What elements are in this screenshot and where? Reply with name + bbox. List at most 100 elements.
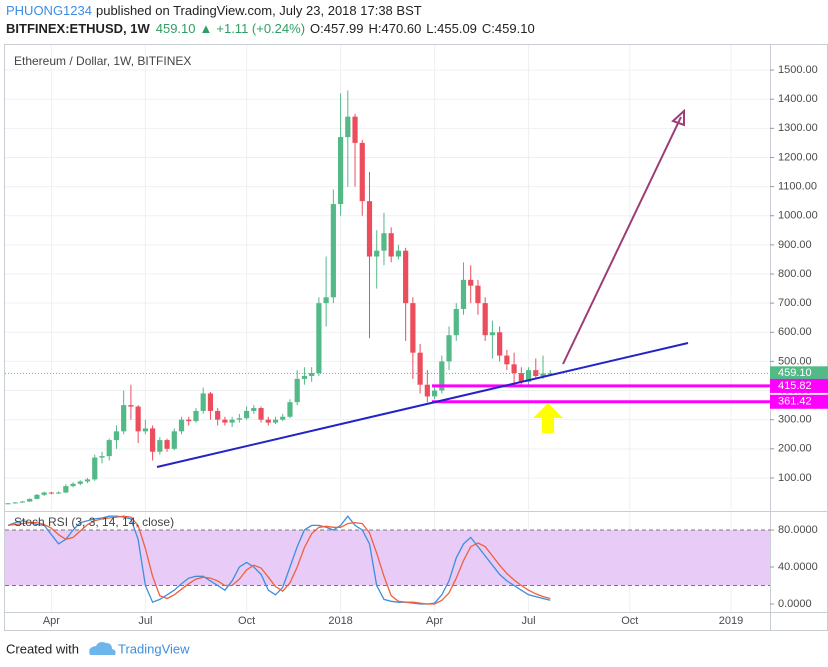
candle-body bbox=[504, 355, 510, 365]
arrow-head bbox=[671, 108, 685, 127]
candle-body bbox=[352, 116, 358, 143]
y-tick-label: 40.0000 bbox=[778, 561, 818, 573]
candle-body bbox=[34, 494, 40, 499]
user[interactable]: PHUONG1234 bbox=[6, 3, 92, 18]
candle-body bbox=[475, 285, 481, 304]
candle-body bbox=[215, 410, 221, 420]
y-tick-label: 900.00 bbox=[778, 239, 812, 251]
candle-body bbox=[489, 332, 496, 336]
y-tick-label: 1200.00 bbox=[778, 151, 818, 163]
candle-body bbox=[453, 308, 459, 336]
brand[interactable]: TradingView bbox=[118, 641, 190, 656]
candle-body bbox=[374, 250, 380, 257]
y-tick-label: 1500.00 bbox=[778, 64, 818, 76]
header-line: PHUONG1234 published on TradingView.com, … bbox=[6, 3, 422, 18]
candle-body bbox=[150, 428, 156, 452]
y-tick-label: 200.00 bbox=[778, 443, 812, 455]
candle-body bbox=[128, 405, 134, 407]
ohlc: C:459.10 bbox=[482, 21, 535, 36]
price-line-box bbox=[770, 394, 828, 409]
candle-body bbox=[229, 419, 235, 423]
candle-body bbox=[359, 142, 365, 202]
candle-body bbox=[272, 419, 279, 423]
candle-body bbox=[309, 373, 315, 376]
ohlc: O:457.99 bbox=[310, 21, 364, 36]
candle-body bbox=[265, 419, 271, 423]
y-tick-label: 500.00 bbox=[778, 355, 812, 367]
published: published on TradingView.com, July 23, 2… bbox=[96, 3, 422, 18]
x-tick-label: Jul bbox=[138, 615, 152, 627]
candle-body bbox=[287, 402, 293, 417]
price-line-label: 415.82 bbox=[778, 380, 812, 392]
candle-body bbox=[135, 406, 141, 432]
indicator-line bbox=[7, 515, 551, 605]
arrow: ▲ bbox=[200, 21, 213, 36]
plot bbox=[5, 45, 770, 612]
candle-body bbox=[222, 419, 228, 423]
candle-body bbox=[547, 373, 553, 375]
y-tick-label: 600.00 bbox=[778, 326, 812, 338]
y-tick-label: 1300.00 bbox=[778, 122, 818, 134]
candle-body bbox=[468, 279, 474, 286]
candle-body bbox=[446, 335, 452, 362]
candle-body bbox=[460, 279, 467, 309]
candle-body bbox=[540, 373, 546, 376]
candle-body bbox=[431, 390, 438, 397]
candle-body bbox=[337, 137, 344, 205]
y-tick-label: 0.0000 bbox=[778, 598, 812, 610]
ohlc: H:470.60 bbox=[369, 21, 422, 36]
candle-body bbox=[200, 393, 206, 411]
y-tick-label: 700.00 bbox=[778, 297, 812, 309]
symbol: BITFINEX:ETHUSD, 1W bbox=[6, 21, 150, 36]
candle-body bbox=[63, 486, 69, 493]
trend-line[interactable] bbox=[156, 342, 689, 468]
candle-body bbox=[193, 410, 199, 422]
candle-body bbox=[417, 352, 423, 385]
candle-body bbox=[121, 405, 127, 432]
x-tick-label: Apr bbox=[43, 615, 60, 627]
indicator-band bbox=[5, 530, 770, 586]
price-line-label: 361.42 bbox=[778, 396, 812, 408]
last-price-box bbox=[770, 366, 828, 381]
candle-body bbox=[41, 492, 47, 495]
candle-body bbox=[511, 364, 517, 374]
candle-body bbox=[533, 370, 539, 376]
candle-body bbox=[410, 303, 416, 353]
candle-body bbox=[323, 297, 329, 304]
candle-body bbox=[424, 384, 430, 397]
x-tick-label: 2018 bbox=[328, 615, 352, 627]
candle-body bbox=[439, 361, 445, 391]
candle-body bbox=[497, 332, 503, 356]
candle-body bbox=[525, 370, 532, 382]
x-tick-label: Apr bbox=[426, 615, 443, 627]
last-price-label: 459.10 bbox=[778, 367, 812, 379]
candle-body bbox=[243, 410, 250, 419]
x-tick-label: Oct bbox=[238, 615, 255, 627]
candle-body bbox=[99, 456, 105, 458]
candle-body bbox=[330, 204, 336, 298]
candle-body bbox=[164, 440, 170, 449]
candle-body bbox=[92, 457, 98, 480]
candle-body bbox=[395, 250, 402, 257]
candle-body bbox=[106, 440, 112, 457]
candle-body bbox=[5, 503, 11, 505]
yellow-arrow[interactable] bbox=[533, 403, 563, 433]
arrow-line[interactable] bbox=[562, 116, 682, 365]
y-tick-label: 300.00 bbox=[778, 414, 812, 426]
candle-body bbox=[84, 479, 91, 482]
x-tick-label: Jul bbox=[522, 615, 536, 627]
candle-body bbox=[258, 408, 264, 420]
candle-body bbox=[186, 419, 192, 422]
candle-body bbox=[345, 116, 351, 138]
candle-body bbox=[12, 502, 18, 504]
candle-body bbox=[70, 483, 76, 487]
candle-body bbox=[178, 419, 185, 432]
candle-body bbox=[142, 428, 148, 432]
candle-body bbox=[403, 250, 409, 304]
y-tick-label: 800.00 bbox=[778, 268, 812, 280]
y-tick-label: 80.0000 bbox=[778, 524, 818, 536]
candle-body bbox=[207, 393, 214, 411]
y-tick-label: 1000.00 bbox=[778, 210, 818, 222]
